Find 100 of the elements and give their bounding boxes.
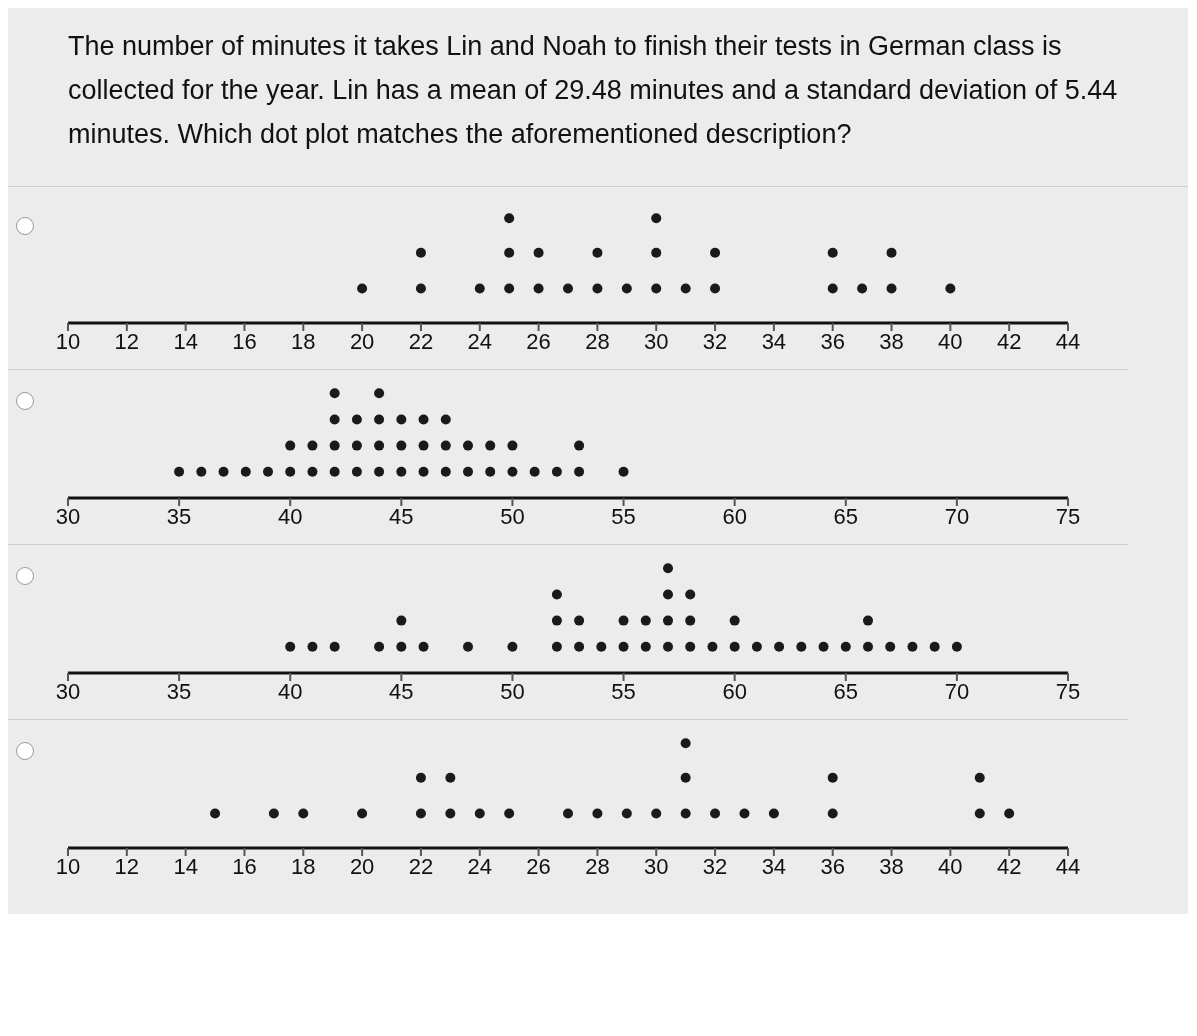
- x-tick-label: 30: [643, 328, 669, 354]
- point: [885, 641, 896, 652]
- x-tick-label: 36: [820, 328, 845, 354]
- point: [307, 440, 318, 451]
- point: [663, 563, 673, 574]
- x-tick-label: 12: [114, 853, 140, 879]
- x-tick-label: 38: [879, 853, 904, 879]
- x-tick-label: 26: [526, 853, 551, 879]
- point: [418, 466, 429, 477]
- point: [618, 466, 629, 477]
- point: [729, 615, 740, 626]
- x-tick-label: 14: [173, 328, 198, 354]
- point: [374, 388, 385, 399]
- point: [240, 466, 251, 477]
- point: [574, 641, 585, 652]
- x-tick-label: 42: [996, 328, 1022, 354]
- x-tick-label: 40: [938, 328, 963, 354]
- x-tick-label: 14: [173, 853, 198, 879]
- point: [551, 589, 562, 600]
- point: [463, 466, 473, 477]
- point: [285, 641, 296, 652]
- point: [351, 414, 362, 425]
- x-tick-label: 18: [291, 853, 316, 879]
- point: [907, 641, 918, 652]
- point: [507, 466, 518, 477]
- point: [463, 440, 473, 451]
- point: [440, 466, 451, 477]
- point: [640, 615, 651, 626]
- x-tick-label: 60: [722, 503, 747, 529]
- point: [507, 440, 518, 451]
- point: [929, 641, 940, 652]
- point: [685, 615, 696, 626]
- point: [440, 440, 451, 451]
- x-tick-label: 28: [585, 328, 610, 354]
- x-tick-label: 20: [349, 328, 375, 354]
- point: [551, 466, 562, 477]
- point: [618, 641, 629, 652]
- x-tick-label: 50: [500, 678, 525, 704]
- point: [707, 641, 718, 652]
- point: [774, 641, 785, 652]
- point: [485, 466, 496, 477]
- x-tick-label: 40: [277, 503, 303, 529]
- x-tick-label: 26: [526, 328, 551, 354]
- x-tick-label: 65: [833, 678, 859, 704]
- point: [396, 440, 407, 451]
- x-tick-label: 45: [389, 503, 414, 529]
- point: [618, 615, 629, 626]
- point: [596, 641, 607, 652]
- x-tick-label: 30: [55, 503, 81, 529]
- x-tick-label: 24: [467, 853, 493, 879]
- point: [396, 414, 407, 425]
- point: [685, 641, 696, 652]
- x-tick-label: 38: [879, 328, 904, 354]
- point: [485, 440, 496, 451]
- point: [440, 414, 451, 425]
- x-tick-label: 22: [408, 328, 434, 354]
- point: [574, 615, 585, 626]
- point: [396, 641, 407, 652]
- x-tick-label: 18: [291, 328, 316, 354]
- x-tick-label: 35: [166, 678, 192, 704]
- x-tick-label: 40: [277, 678, 303, 704]
- point: [329, 414, 340, 425]
- x-tick-label: 35: [166, 503, 192, 529]
- point: [329, 440, 340, 451]
- x-tick-label: 28: [585, 853, 610, 879]
- point: [685, 589, 696, 600]
- point: [796, 641, 807, 652]
- point: [640, 641, 651, 652]
- point: [863, 641, 873, 652]
- x-tick-label: 32: [702, 853, 728, 879]
- x-tick-label: 10: [55, 853, 81, 879]
- point: [307, 466, 318, 477]
- point: [574, 440, 585, 451]
- x-tick-label: 55: [611, 678, 636, 704]
- x-tick-label: 34: [761, 853, 787, 879]
- point: [818, 641, 829, 652]
- x-tick-label: 10: [55, 328, 81, 354]
- point: [329, 388, 340, 399]
- point: [663, 615, 673, 626]
- x-tick-label: 12: [114, 328, 140, 354]
- point: [418, 440, 429, 451]
- point: [529, 466, 540, 477]
- point: [307, 641, 318, 652]
- point: [329, 466, 340, 477]
- x-tick-label: 40: [938, 853, 963, 879]
- point: [663, 641, 673, 652]
- point: [374, 641, 385, 652]
- point: [351, 466, 362, 477]
- point: [329, 641, 340, 652]
- x-tick-label: 16: [232, 328, 257, 354]
- x-tick-label: 50: [500, 503, 525, 529]
- point: [863, 615, 873, 626]
- x-tick-label: 70: [944, 503, 970, 529]
- x-tick-label: 30: [643, 853, 669, 879]
- point: [551, 615, 562, 626]
- x-tick-label: 34: [761, 328, 787, 354]
- point: [418, 414, 429, 425]
- x-tick-label: 70: [944, 678, 970, 704]
- point: [751, 641, 762, 652]
- point: [507, 641, 518, 652]
